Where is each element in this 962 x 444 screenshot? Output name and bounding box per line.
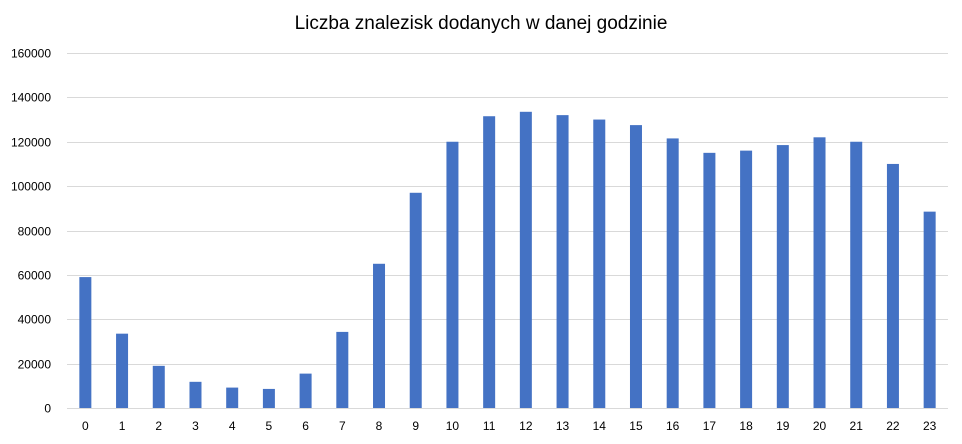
y-tick-label: 100000 — [11, 180, 51, 194]
x-tick-label: 11 — [483, 419, 496, 433]
bar-hour-6 — [299, 373, 312, 408]
x-tick-label: 18 — [739, 419, 753, 433]
bar-hour-16 — [666, 138, 679, 409]
bar-hour-15 — [629, 125, 642, 409]
bars — [79, 111, 936, 409]
bar-hour-21 — [850, 141, 863, 408]
x-axis-tick-labels: 0 1 2 3 4 5 6 7 8 9 10 11 12 13 14 15 16 17 18 19 20 21 22 23 — [82, 419, 937, 433]
x-tick-label: 12 — [519, 419, 533, 433]
x-tick-label: 0 — [82, 419, 89, 433]
grid-lines — [67, 53, 948, 409]
x-tick-label: 3 — [192, 419, 199, 433]
x-tick-label: 4 — [229, 419, 236, 433]
bar-hour-13 — [556, 115, 569, 409]
y-tick-label: 20000 — [18, 358, 52, 372]
bar-hour-2 — [152, 365, 165, 408]
bar-hour-5 — [262, 388, 275, 408]
x-tick-label: 16 — [666, 419, 680, 433]
bar-hour-17 — [703, 152, 716, 408]
y-tick-label: 120000 — [11, 136, 51, 150]
bar-hour-10 — [446, 141, 459, 408]
bar-hour-8 — [373, 263, 386, 408]
x-tick-label: 21 — [850, 419, 864, 433]
y-tick-label: 60000 — [18, 269, 52, 283]
bar-hour-1 — [116, 333, 129, 408]
x-tick-label: 9 — [412, 419, 419, 433]
x-tick-label: 2 — [155, 419, 162, 433]
bar-hour-23 — [923, 211, 936, 408]
x-tick-label: 19 — [776, 419, 790, 433]
y-tick-label: 140000 — [11, 91, 51, 105]
y-tick-label: 80000 — [18, 225, 52, 239]
x-tick-label: 20 — [813, 419, 827, 433]
bar-hour-12 — [519, 111, 532, 409]
x-tick-label: 14 — [593, 419, 607, 433]
y-axis-tick-labels: 0 20000 40000 60000 80000 100000 120000 140000 1… — [11, 47, 51, 416]
chart-title: Liczba znalezisk dodanych w danej godzin… — [294, 13, 668, 34]
x-tick-label: 13 — [556, 419, 570, 433]
y-tick-label: 160000 — [11, 47, 51, 61]
x-tick-label: 5 — [266, 419, 273, 433]
x-tick-label: 8 — [376, 419, 383, 433]
bar-hour-4 — [226, 387, 239, 408]
bar-hour-11 — [483, 116, 496, 408]
bar-hour-0 — [79, 277, 92, 408]
x-tick-label: 1 — [119, 419, 126, 433]
bar-hour-9 — [409, 192, 422, 408]
y-tick-label: 40000 — [18, 313, 52, 327]
x-tick-label: 22 — [886, 419, 900, 433]
x-tick-label: 17 — [703, 419, 717, 433]
bar-hour-18 — [740, 150, 753, 409]
x-tick-label: 15 — [629, 419, 643, 433]
bar-hour-14 — [593, 119, 606, 408]
bar-hour-3 — [189, 381, 202, 408]
x-tick-label: 7 — [339, 419, 346, 433]
x-tick-label: 23 — [923, 419, 937, 433]
bar-hour-20 — [813, 137, 826, 408]
y-tick-label: 0 — [44, 402, 51, 416]
bar-hour-19 — [776, 145, 789, 408]
bar-hour-7 — [336, 331, 349, 408]
x-tick-label: 10 — [446, 419, 460, 433]
bar-hour-22 — [886, 163, 899, 408]
x-tick-label: 6 — [302, 419, 309, 433]
